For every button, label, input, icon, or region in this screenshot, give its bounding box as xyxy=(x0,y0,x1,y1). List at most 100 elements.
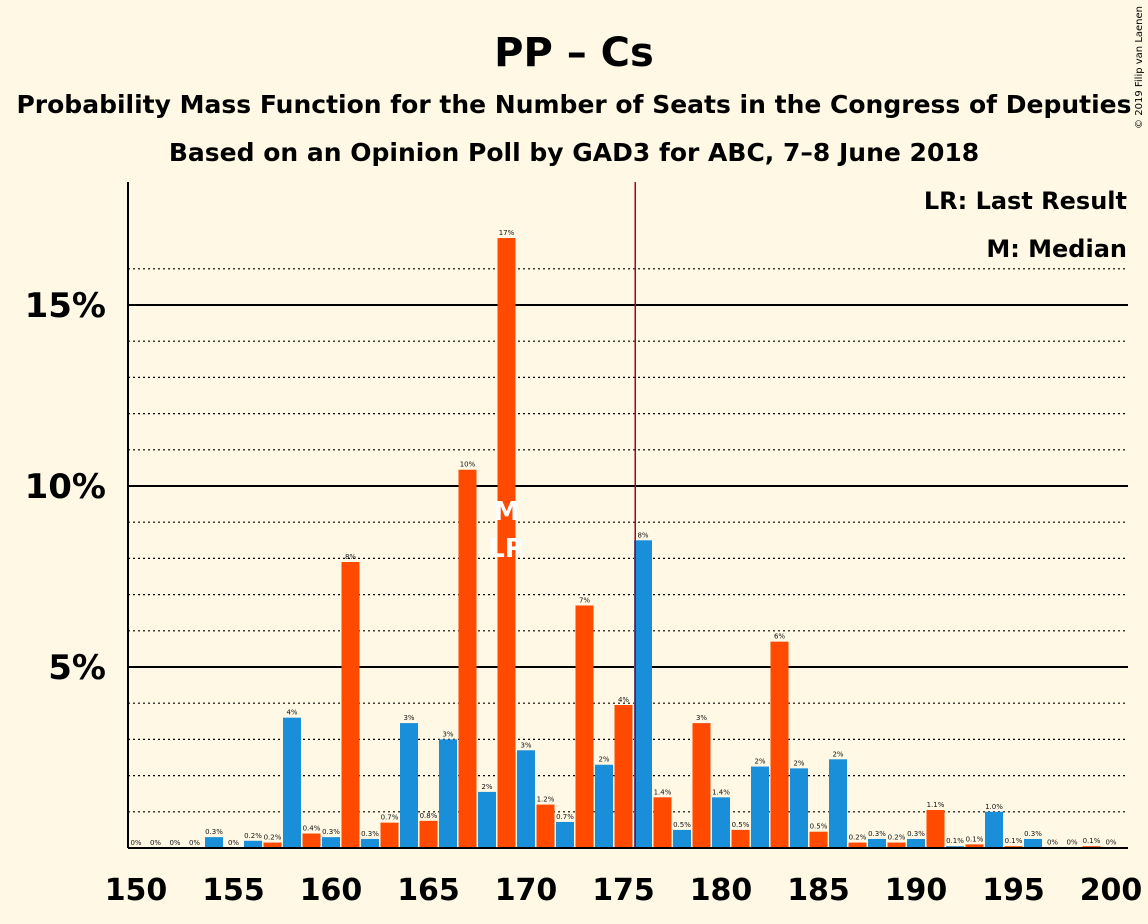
bar-value-label: 6% xyxy=(774,633,785,641)
legend-last-result: LR: Last Result xyxy=(924,187,1127,215)
bar-value-label: 0.8% xyxy=(420,812,438,820)
x-tick-label: 170 xyxy=(495,873,558,908)
bar-value-label: 0% xyxy=(169,839,180,847)
bar xyxy=(536,804,555,848)
bar-value-label: 0.3% xyxy=(907,830,925,838)
legend-median: M: Median xyxy=(986,235,1127,263)
axes: 5% 10% 15% 150 155 160 165 170 175 180 185 190 195 20… xyxy=(25,182,1143,908)
bar xyxy=(634,540,652,848)
bar-value-label: 1.4% xyxy=(654,788,672,796)
bar xyxy=(985,811,1003,848)
copyright: © 2019 Filip van Laenen xyxy=(1134,6,1145,129)
bar xyxy=(614,705,633,848)
bar xyxy=(556,821,574,848)
bar xyxy=(848,842,867,848)
bar-value-label: 0.5% xyxy=(810,823,828,831)
bar xyxy=(439,739,457,848)
bar-value-label: 7% xyxy=(579,596,590,604)
chart-title: PP – Cs xyxy=(494,30,654,76)
bar-value-label: 10% xyxy=(460,461,476,469)
bar-value-label: 4% xyxy=(618,696,629,704)
bar xyxy=(380,822,399,848)
bar-value-label: 0.3% xyxy=(322,828,340,836)
bar-value-label: 0.3% xyxy=(1024,830,1042,838)
bar-value-label: 2% xyxy=(793,759,804,767)
y-tick-label: 10% xyxy=(25,467,106,507)
bar xyxy=(244,840,262,848)
bar xyxy=(478,791,496,848)
x-tick-label: 155 xyxy=(202,873,265,908)
bar-value-label: 3% xyxy=(520,741,531,749)
markers: M LR xyxy=(488,182,636,848)
bar-value-label: 2% xyxy=(832,750,843,758)
bar xyxy=(751,766,769,848)
bar-value-label: 0.2% xyxy=(888,834,906,842)
bar-value-label: 1.4% xyxy=(712,788,730,796)
bar-value-label: 0% xyxy=(130,839,141,847)
bar xyxy=(965,844,984,848)
bar-value-label: 1.0% xyxy=(985,803,1003,811)
bar-value-label: 0% xyxy=(1066,838,1077,846)
bar xyxy=(673,829,691,848)
chart-subtitle: Probability Mass Function for the Number… xyxy=(16,90,1131,119)
bar xyxy=(400,723,418,848)
bar-value-label: 8% xyxy=(345,553,356,561)
bar-value-label: 2% xyxy=(754,758,765,766)
last-result-marker: LR xyxy=(488,534,525,564)
bar-value-label: 8% xyxy=(637,531,648,539)
bar xyxy=(653,797,672,848)
bar xyxy=(341,562,360,848)
x-tick-label: 165 xyxy=(397,873,460,908)
bar xyxy=(458,469,477,848)
bar-value-label: 0.1% xyxy=(946,837,964,845)
chart-subtitle-2: Based on an Opinion Poll by GAD3 for ABC… xyxy=(169,138,979,167)
bar xyxy=(731,829,750,848)
bar xyxy=(575,605,594,848)
bar xyxy=(907,838,925,848)
bars xyxy=(205,238,1120,848)
bar-value-label: 0% xyxy=(189,839,200,847)
bar xyxy=(926,809,945,848)
x-tick-label: 180 xyxy=(690,873,753,908)
bar-value-label: 1.2% xyxy=(537,796,555,804)
bar xyxy=(809,831,828,848)
bar xyxy=(497,238,516,848)
x-tick-label: 175 xyxy=(592,873,655,908)
bar xyxy=(322,837,340,848)
bar-value-label: 2% xyxy=(598,756,609,764)
bar xyxy=(770,641,789,848)
bar-value-label: 2% xyxy=(481,783,492,791)
bar-value-label: 0% xyxy=(1047,838,1058,846)
bar-value-label: 17% xyxy=(499,229,515,237)
median-marker: M xyxy=(494,497,520,527)
bar-value-label: 3% xyxy=(403,714,414,722)
x-tick-label: 150 xyxy=(105,873,168,908)
bar xyxy=(887,842,906,848)
bar-value-label: 0.2% xyxy=(849,834,867,842)
bar-value-label: 0.3% xyxy=(868,830,886,838)
x-tick-label: 160 xyxy=(300,873,363,908)
bar-value-label: 0.3% xyxy=(205,828,223,836)
bar xyxy=(829,759,847,848)
bar-value-label: 0.1% xyxy=(1083,837,1101,845)
x-tick-label: 185 xyxy=(787,873,850,908)
bar-value-label: 4% xyxy=(286,709,297,717)
x-tick-label: 195 xyxy=(982,873,1045,908)
bar-value-label: 3% xyxy=(442,730,453,738)
bar xyxy=(302,833,321,848)
x-tick-label: 200 xyxy=(1080,873,1143,908)
y-tick-label: 15% xyxy=(25,286,106,326)
bar xyxy=(419,820,438,848)
bar xyxy=(517,750,535,848)
bar-value-label: 0.1% xyxy=(966,835,984,843)
bar-value-label: 1.1% xyxy=(927,801,945,809)
bar xyxy=(692,723,711,848)
bar xyxy=(283,717,301,848)
bar xyxy=(868,838,886,848)
bar xyxy=(595,764,613,848)
bar-value-label: 0.2% xyxy=(244,832,262,840)
bar-value-label: 0% xyxy=(150,839,161,847)
bar-value-label: 0% xyxy=(1105,838,1116,846)
bar xyxy=(205,837,223,848)
